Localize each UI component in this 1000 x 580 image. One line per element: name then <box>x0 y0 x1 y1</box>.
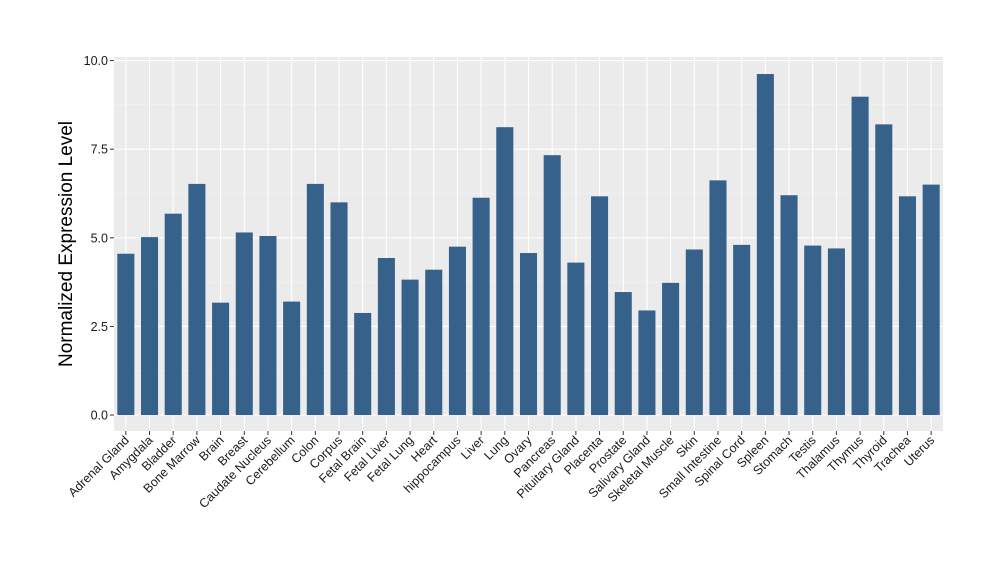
bar-fetal-lung <box>401 279 419 416</box>
bar-pituitary-gland <box>567 262 585 416</box>
bar-adrenal-gland <box>117 253 135 416</box>
bar-heart <box>425 269 443 416</box>
bar-skeletal-muscle <box>662 282 680 416</box>
bars <box>117 74 940 416</box>
bar-caudate-nucleus <box>259 236 277 416</box>
bar-thalamus <box>827 248 845 416</box>
bar-colon <box>306 183 324 416</box>
bar-small-intestine <box>709 180 727 416</box>
bar-stomach <box>780 195 798 416</box>
bar-lung <box>496 127 514 416</box>
bar-hippocampus <box>448 246 466 416</box>
y-axis-label: Normalized Expression Level <box>56 121 77 367</box>
bar-spinal-cord <box>733 244 751 416</box>
bar-skin <box>685 249 703 416</box>
bar-pancreas <box>543 155 561 416</box>
bar-ovary <box>519 253 538 416</box>
y-axis: 0.0 2.5 5.0 7.5 10.0 <box>84 54 114 423</box>
bar-bladder <box>164 213 182 416</box>
y-tick-label: 10.0 <box>84 54 108 68</box>
bar-liver <box>472 197 490 416</box>
bar-fetal-liver <box>377 258 395 416</box>
bar-corpus <box>330 202 348 416</box>
bar-fetal-brain <box>354 312 372 416</box>
bar-testis <box>804 245 822 416</box>
bar-brain <box>212 302 230 416</box>
bar-salivary-gland <box>638 310 656 416</box>
bar-trachea <box>898 196 916 416</box>
bar-bone-marrow <box>188 183 206 416</box>
bar-thymus <box>851 96 869 416</box>
bar-breast <box>235 232 253 416</box>
x-tick-label: Liver <box>458 433 487 462</box>
bar-thyroid <box>875 124 893 416</box>
bar-prostate <box>614 292 632 416</box>
bar-uterus <box>922 184 940 416</box>
y-tick-label: 2.5 <box>91 320 108 334</box>
bar-cerebellum <box>283 301 301 416</box>
y-tick-label: 5.0 <box>91 231 108 245</box>
bar-placenta <box>591 196 609 416</box>
y-tick-label: 7.5 <box>91 143 108 157</box>
bar-spleen <box>756 74 774 416</box>
y-tick-label: 0.0 <box>91 409 108 423</box>
bar-amygdala <box>141 237 159 416</box>
